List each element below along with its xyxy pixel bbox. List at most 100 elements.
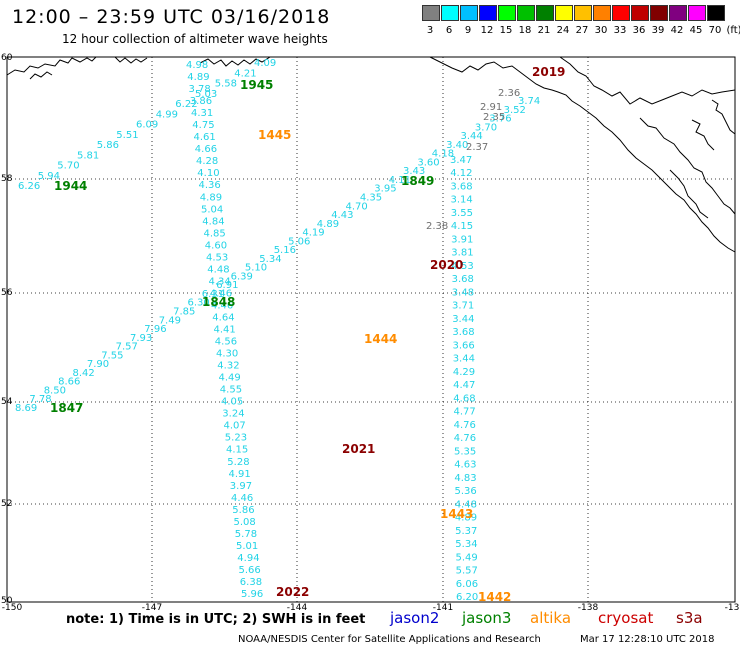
wave-height-value: 3.40 [446,140,468,151]
wave-height-value: 3.91 [451,235,473,246]
pass-time-label: 1443 [440,507,473,521]
wave-height-value: 4.46 [211,301,233,312]
wave-height-value: 4.48 [207,264,229,275]
wave-height-value: 8.42 [73,368,95,379]
page-title: 12:00 – 23:59 UTC 03/16/2018 [12,6,331,28]
wave-height-value: 4.66 [195,144,217,155]
longitude-label: -13 [725,603,740,613]
wave-height-value: 4.85 [204,228,226,239]
wave-height-value: 5.16 [274,245,296,256]
scale-swatch [422,5,440,21]
wave-height-value: 5.28 [227,457,249,468]
longitude-label: -144 [287,603,308,613]
wave-height-value: 6.20 [456,592,478,603]
wave-height-value: 4.61 [194,132,216,143]
scale-label: 3 [426,25,434,36]
scale-label: 42 [670,25,684,36]
wave-height-value: 7.78 [29,394,51,405]
scale-label: 21 [537,25,551,36]
wave-height-value: 4.35 [360,193,382,204]
wave-height-value: 4.46 [210,288,232,299]
wave-height-value: 3.60 [417,157,439,168]
pass-time-label: 1944 [54,179,87,193]
wave-height-value: 5.78 [235,529,257,540]
wave-height-value: 8.50 [44,386,66,397]
wave-height-value: 3.47 [450,155,472,166]
wave-height-value: 5.36 [455,486,477,497]
wave-height-value: 3.95 [374,184,396,195]
scale-swatch [479,5,497,21]
scale-label: 15 [499,25,513,36]
wave-height-value: 4.47 [453,380,475,391]
wave-height-value: 6.91 [216,280,238,291]
wave-height-value: 5.49 [456,552,478,563]
scale-swatch [650,5,668,21]
scale-swatch [517,5,535,21]
scale-label: 9 [464,25,472,36]
wave-height-value: 3.68 [450,182,472,193]
wave-height-value: 3.71 [452,301,474,312]
pass-time-label: 1442 [478,590,511,604]
longitude-label: -147 [142,603,162,613]
wave-height-value: 3.68 [452,327,474,338]
wave-height-value: 4.21 [234,68,256,79]
wave-height-value: 3.78 [189,84,211,95]
wave-height-value: 5.51 [116,130,138,141]
wave-height-value: 4.98 [186,60,208,71]
scale-label: 27 [575,25,589,36]
wave-height-value: 5.10 [245,263,267,274]
wave-height-value: 3.52 [504,105,526,116]
pass-time-label: 1444 [364,332,397,346]
wave-height-value: 4.99 [156,109,178,120]
pass-time-label: 1945 [240,78,273,92]
wave-height-value: 2.35 [483,112,505,123]
wave-height-value: 4.28 [196,156,218,167]
wave-height-value: 3.44 [452,314,474,325]
scale-swatch [593,5,611,21]
wave-height-value: 4.77 [454,407,476,418]
wave-height-value: 7.85 [173,307,195,318]
wave-height-labels: 4.984.893.783.864.314.754.614.664.284.10… [15,58,565,604]
wave-height-value: 4.05 [221,397,243,408]
wave-height-value: 3.14 [451,195,473,206]
scale-label: 36 [632,25,646,36]
legend-jason3: jason3 [462,609,512,627]
alaska-coastline [6,56,736,253]
wave-height-value: 4.49 [219,373,241,384]
wave-height-value: 4.48 [455,499,477,510]
wave-height-value: 3.43 [403,166,425,177]
scale-label: (ft) [726,25,740,36]
wave-height-value: 5.06 [288,236,310,247]
page-subtitle: 12 hour collection of altimeter wave hei… [62,32,328,46]
wave-height-value: 3.76 [489,114,511,125]
wave-height-value: 2.36 [498,88,520,99]
pass-time-label: 2020 [430,258,463,272]
wave-height-value: 7.93 [130,333,152,344]
wave-height-value: 3.68 [452,274,474,285]
pass-time-label: 2021 [342,442,375,456]
wave-height-value: 4.41 [214,325,236,336]
legend-altika: altika [530,609,572,627]
scale-swatch [441,5,459,21]
wave-height-value: 4.68 [453,393,475,404]
legend-s3a: s3a [676,609,703,627]
pass-time-label: 1848 [202,295,235,309]
wave-height-value: 6.22 [175,99,197,110]
legend-cryosat: cryosat [598,609,654,627]
wave-height-value: 4.64 [212,313,234,324]
wave-height-value: 5.70 [57,161,79,172]
scale-swatch [707,5,725,21]
scale-label: 6 [445,25,453,36]
wave-height-value: 5.01 [236,541,258,552]
wave-height-value: 3.86 [190,96,212,107]
wave-height-value: 7.49 [159,315,181,326]
pass-time-label: 1847 [50,401,83,415]
wave-height-value: 4.63 [454,460,476,471]
wave-height-value: 7.90 [87,359,109,370]
scale-swatch [574,5,592,21]
scale-label: 39 [651,25,665,36]
latitude-label: 52 [1,499,12,509]
wave-height-value: 5.57 [456,566,478,577]
wave-height-value: 5.81 [77,150,99,161]
